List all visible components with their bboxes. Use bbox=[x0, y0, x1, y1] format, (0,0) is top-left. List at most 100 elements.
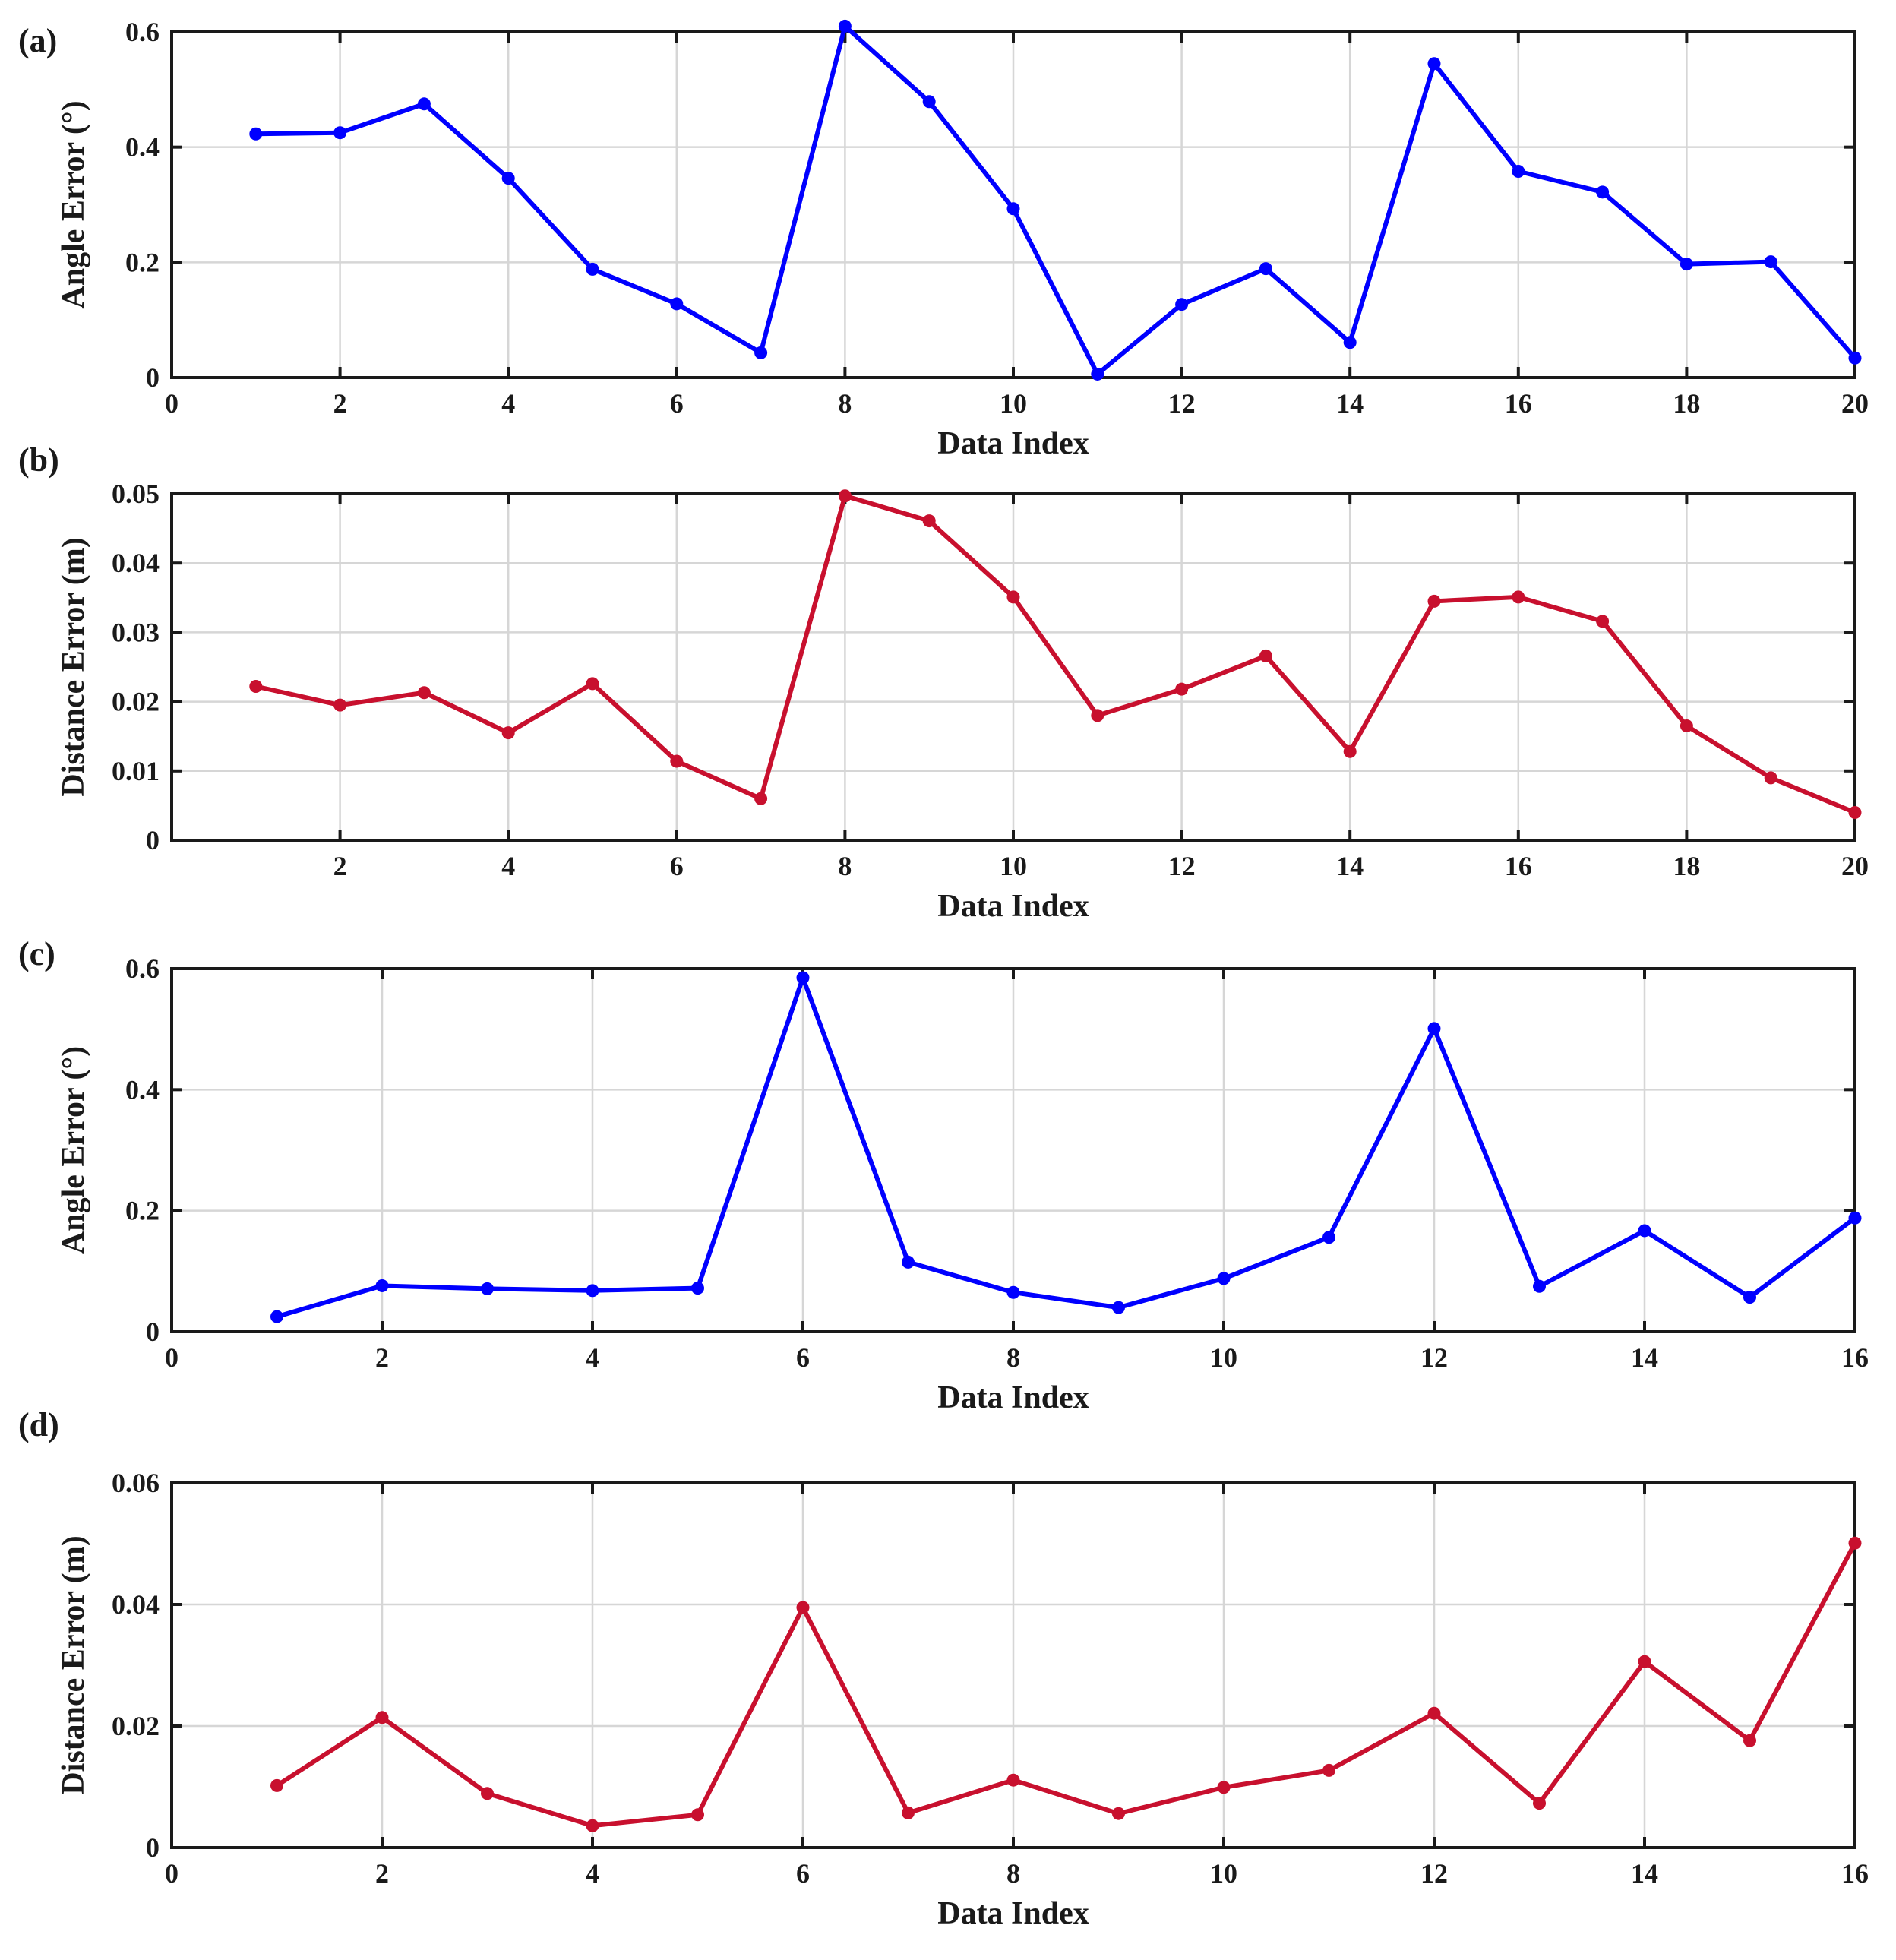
data-point bbox=[1512, 590, 1525, 604]
x-axis-label: Data Index bbox=[937, 1380, 1089, 1415]
data-point bbox=[1764, 255, 1778, 269]
x-tick-label: 20 bbox=[1841, 388, 1869, 419]
data-point bbox=[1006, 1285, 1020, 1299]
data-point bbox=[1322, 1763, 1335, 1777]
data-point bbox=[586, 262, 599, 276]
data-point bbox=[1848, 1211, 1862, 1225]
data-point bbox=[1764, 771, 1778, 785]
data-point bbox=[1680, 258, 1693, 271]
data-point bbox=[838, 489, 852, 503]
x-tick-label: 10 bbox=[1210, 1342, 1237, 1373]
data-point bbox=[1006, 1773, 1020, 1787]
data-point bbox=[754, 792, 768, 805]
chart-panel-d: 0 2 4 6 8 10 12 14 16 0 0.02 0.04 0.06 Data Index Dist… bbox=[18, 1406, 1869, 1931]
y-tick-label: 0.2 bbox=[125, 247, 160, 277]
x-tick-label: 14 bbox=[1631, 1342, 1658, 1373]
data-point bbox=[1848, 351, 1862, 365]
data-point bbox=[1533, 1797, 1546, 1810]
x-tick-label: 0 bbox=[165, 1342, 179, 1373]
data-point bbox=[1343, 336, 1357, 349]
data-point bbox=[902, 1806, 915, 1819]
data-point bbox=[1175, 682, 1189, 696]
x-tick-label: 2 bbox=[333, 851, 347, 881]
y-tick-label: 0 bbox=[146, 1832, 160, 1863]
data-point bbox=[586, 1284, 599, 1298]
x-tick-label: 6 bbox=[670, 851, 684, 881]
x-tick-label: 2 bbox=[333, 388, 347, 419]
data-point bbox=[375, 1711, 389, 1724]
y-axis-label: Angle Error (°) bbox=[56, 1046, 91, 1254]
x-tick-label: 16 bbox=[1841, 1858, 1869, 1889]
data-point bbox=[1848, 1536, 1862, 1550]
y-tick-label: 0.03 bbox=[112, 617, 160, 647]
y-tick-label: 0.02 bbox=[112, 687, 160, 717]
chart-panel-a: 0 2 4 6 8 10 12 14 16 18 20 0 0.2 0.4 0.6 Data Index Ang… bbox=[18, 17, 1869, 461]
y-tick-label: 0.06 bbox=[112, 1468, 160, 1498]
data-point bbox=[501, 172, 515, 185]
data-point bbox=[586, 677, 599, 691]
y-axis-label: Distance Error (m) bbox=[56, 537, 91, 796]
data-point bbox=[1638, 1655, 1651, 1668]
data-point bbox=[1112, 1807, 1125, 1820]
data-point bbox=[1596, 615, 1610, 628]
plot-frame bbox=[170, 967, 1856, 1333]
x-tick-label: 16 bbox=[1505, 851, 1532, 881]
y-tick-label: 0.05 bbox=[112, 479, 160, 509]
data-point bbox=[1091, 367, 1104, 381]
y-tick-label: 0 bbox=[146, 1317, 160, 1347]
plot-frame bbox=[170, 30, 1856, 379]
y-tick-label: 0 bbox=[146, 362, 160, 393]
x-tick-label: 6 bbox=[670, 388, 684, 419]
data-point bbox=[1322, 1231, 1335, 1244]
data-point bbox=[417, 97, 431, 111]
x-tick-label: 12 bbox=[1168, 388, 1196, 419]
x-tick-label: 0 bbox=[165, 1858, 179, 1889]
series-line bbox=[274, 1541, 1857, 1829]
data-point bbox=[1427, 57, 1441, 71]
data-point bbox=[691, 1808, 704, 1822]
plot-frame bbox=[170, 1481, 1856, 1849]
x-tick-label: 8 bbox=[1006, 1858, 1020, 1889]
data-point bbox=[1217, 1272, 1231, 1285]
x-tick-label: 6 bbox=[796, 1342, 810, 1373]
data-point bbox=[1112, 1301, 1125, 1314]
y-tick-label: 0.6 bbox=[125, 17, 160, 47]
x-tick-label: 16 bbox=[1505, 388, 1532, 419]
series-line bbox=[274, 975, 1857, 1320]
y-tick-label: 0.6 bbox=[125, 953, 160, 984]
data-point bbox=[922, 514, 936, 528]
x-tick-label: 0 bbox=[165, 388, 179, 419]
x-axis-label: Data Index bbox=[937, 426, 1089, 461]
x-tick-label: 18 bbox=[1673, 388, 1700, 419]
data-point bbox=[670, 754, 684, 768]
x-tick-label: 4 bbox=[501, 851, 515, 881]
data-point bbox=[1006, 202, 1020, 216]
data-point bbox=[796, 1601, 810, 1614]
x-tick-label: 8 bbox=[1006, 1342, 1020, 1373]
y-tick-label: 0.4 bbox=[125, 132, 160, 163]
x-tick-label: 6 bbox=[796, 1858, 810, 1889]
data-point bbox=[1848, 806, 1862, 820]
data-point bbox=[270, 1310, 283, 1323]
data-point bbox=[1638, 1224, 1651, 1238]
x-tick-label: 14 bbox=[1336, 388, 1364, 419]
data-point bbox=[1217, 1781, 1231, 1794]
data-point bbox=[691, 1282, 704, 1295]
x-tick-label: 14 bbox=[1631, 1858, 1658, 1889]
panel-label: (d) bbox=[18, 1406, 59, 1443]
data-point bbox=[1427, 594, 1441, 608]
x-axis-label: Data Index bbox=[937, 889, 1089, 924]
x-tick-label: 20 bbox=[1841, 851, 1869, 881]
x-axis-label: Data Index bbox=[937, 1896, 1089, 1931]
series-line bbox=[253, 24, 1857, 377]
data-point bbox=[375, 1279, 389, 1292]
data-point bbox=[481, 1282, 494, 1295]
data-point bbox=[902, 1255, 915, 1269]
y-axis-label: Angle Error (°) bbox=[56, 100, 91, 308]
data-point bbox=[754, 346, 768, 359]
data-point bbox=[1259, 262, 1272, 276]
x-tick-label: 12 bbox=[1168, 851, 1196, 881]
x-tick-label: 12 bbox=[1420, 1342, 1448, 1373]
x-tick-label: 14 bbox=[1336, 851, 1364, 881]
